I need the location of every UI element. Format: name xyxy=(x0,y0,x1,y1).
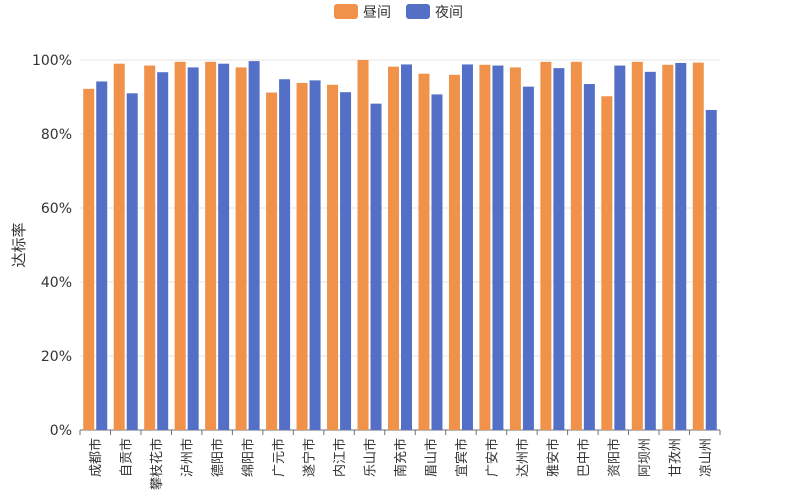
bar-night-6[interactable] xyxy=(279,79,290,430)
bar-day-12[interactable] xyxy=(449,75,460,430)
bar-day-18[interactable] xyxy=(632,62,643,430)
bar-night-17[interactable] xyxy=(614,66,625,430)
x-tick-label: 成都市 xyxy=(88,438,104,477)
x-tick-label: 广元市 xyxy=(271,438,287,477)
bar-night-5[interactable] xyxy=(249,61,260,430)
bar-day-10[interactable] xyxy=(388,67,399,430)
bar-night-3[interactable] xyxy=(188,67,199,430)
bar-day-6[interactable] xyxy=(266,93,277,430)
bar-day-2[interactable] xyxy=(144,66,155,430)
x-tick-label: 达州市 xyxy=(515,438,531,477)
bar-day-9[interactable] xyxy=(358,60,369,430)
bar-day-1[interactable] xyxy=(114,64,125,430)
bar-night-14[interactable] xyxy=(523,87,534,430)
x-tick-label: 乐山市 xyxy=(363,438,379,477)
y-tick-label: 0% xyxy=(50,423,72,439)
bar-day-5[interactable] xyxy=(236,67,247,430)
y-tick-label: 80% xyxy=(41,127,72,143)
bar-day-19[interactable] xyxy=(662,65,673,430)
y-tick-label: 40% xyxy=(41,275,72,291)
bar-day-7[interactable] xyxy=(297,83,308,430)
bar-night-2[interactable] xyxy=(157,72,168,430)
x-tick-label: 广安市 xyxy=(484,438,500,477)
legend-label-0: 昼间 xyxy=(363,5,391,21)
x-axis: 成都市 自贡市 攀枝花市 泸州市 德阳市 绵阳市 广元市 遂宁市 内江市 乐山市 南充市 眉山市 宜宾市… xyxy=(80,430,720,490)
x-tick-label: 阿坝州 xyxy=(638,438,653,477)
y-axis: 0% 20% 40% 60% 80% 100% xyxy=(32,53,72,439)
x-tick-label: 甘孜州 xyxy=(668,438,683,477)
y-tick-label: 20% xyxy=(41,349,72,365)
y-tick-label: 100% xyxy=(32,53,72,69)
bar-night-10[interactable] xyxy=(401,64,412,430)
legend-label-1: 夜间 xyxy=(435,5,463,21)
bar-night-9[interactable] xyxy=(371,104,382,430)
bar-day-20[interactable] xyxy=(693,63,704,430)
x-tick-label: 资阳市 xyxy=(606,438,622,477)
bar-night-16[interactable] xyxy=(584,84,595,430)
bar-night-12[interactable] xyxy=(462,64,473,430)
y-axis-label: 达标率 xyxy=(10,222,28,267)
bar-day-16[interactable] xyxy=(571,62,582,430)
x-tick-label: 眉山市 xyxy=(423,438,439,477)
bar-night-8[interactable] xyxy=(340,92,351,430)
bar-day-17[interactable] xyxy=(601,96,612,430)
bar-night-11[interactable] xyxy=(431,94,442,430)
bar-night-15[interactable] xyxy=(553,68,564,430)
legend-swatch-0[interactable] xyxy=(334,4,358,19)
bar-night-13[interactable] xyxy=(492,66,503,430)
bar-day-15[interactable] xyxy=(540,62,551,430)
y-tick-label: 60% xyxy=(41,201,72,217)
bar-day-13[interactable] xyxy=(479,65,490,430)
bar-night-20[interactable] xyxy=(706,110,717,430)
bar-night-1[interactable] xyxy=(127,93,138,430)
bar-day-3[interactable] xyxy=(175,62,186,430)
bars xyxy=(83,60,717,430)
bar-day-4[interactable] xyxy=(205,62,216,430)
x-tick-label: 南充市 xyxy=(393,438,409,477)
bar-night-4[interactable] xyxy=(218,64,229,430)
x-tick-label: 凉山州 xyxy=(699,438,714,477)
bar-night-7[interactable] xyxy=(310,80,321,430)
bar-night-18[interactable] xyxy=(645,72,656,430)
bar-night-0[interactable] xyxy=(96,81,107,430)
x-tick-label: 攀枝花市 xyxy=(149,438,165,490)
x-tick-label: 内江市 xyxy=(332,438,348,477)
bar-night-19[interactable] xyxy=(675,63,686,430)
legend: 昼间 夜间 xyxy=(334,4,463,21)
x-tick-label: 绵阳市 xyxy=(241,438,257,477)
x-tick-label: 泸州市 xyxy=(180,438,196,477)
bar-day-8[interactable] xyxy=(327,85,338,430)
x-tick-label: 宜宾市 xyxy=(454,438,470,477)
x-tick-label: 德阳市 xyxy=(210,438,226,477)
bar-day-11[interactable] xyxy=(418,74,429,430)
bar-day-14[interactable] xyxy=(510,67,521,430)
x-tick-label: 自贡市 xyxy=(119,438,135,477)
legend-swatch-1[interactable] xyxy=(406,4,430,19)
x-tick-label: 雅安市 xyxy=(545,438,561,477)
x-tick-label: 巴中市 xyxy=(576,438,592,477)
x-tick-label: 遂宁市 xyxy=(302,438,318,477)
bar-day-0[interactable] xyxy=(83,89,94,430)
